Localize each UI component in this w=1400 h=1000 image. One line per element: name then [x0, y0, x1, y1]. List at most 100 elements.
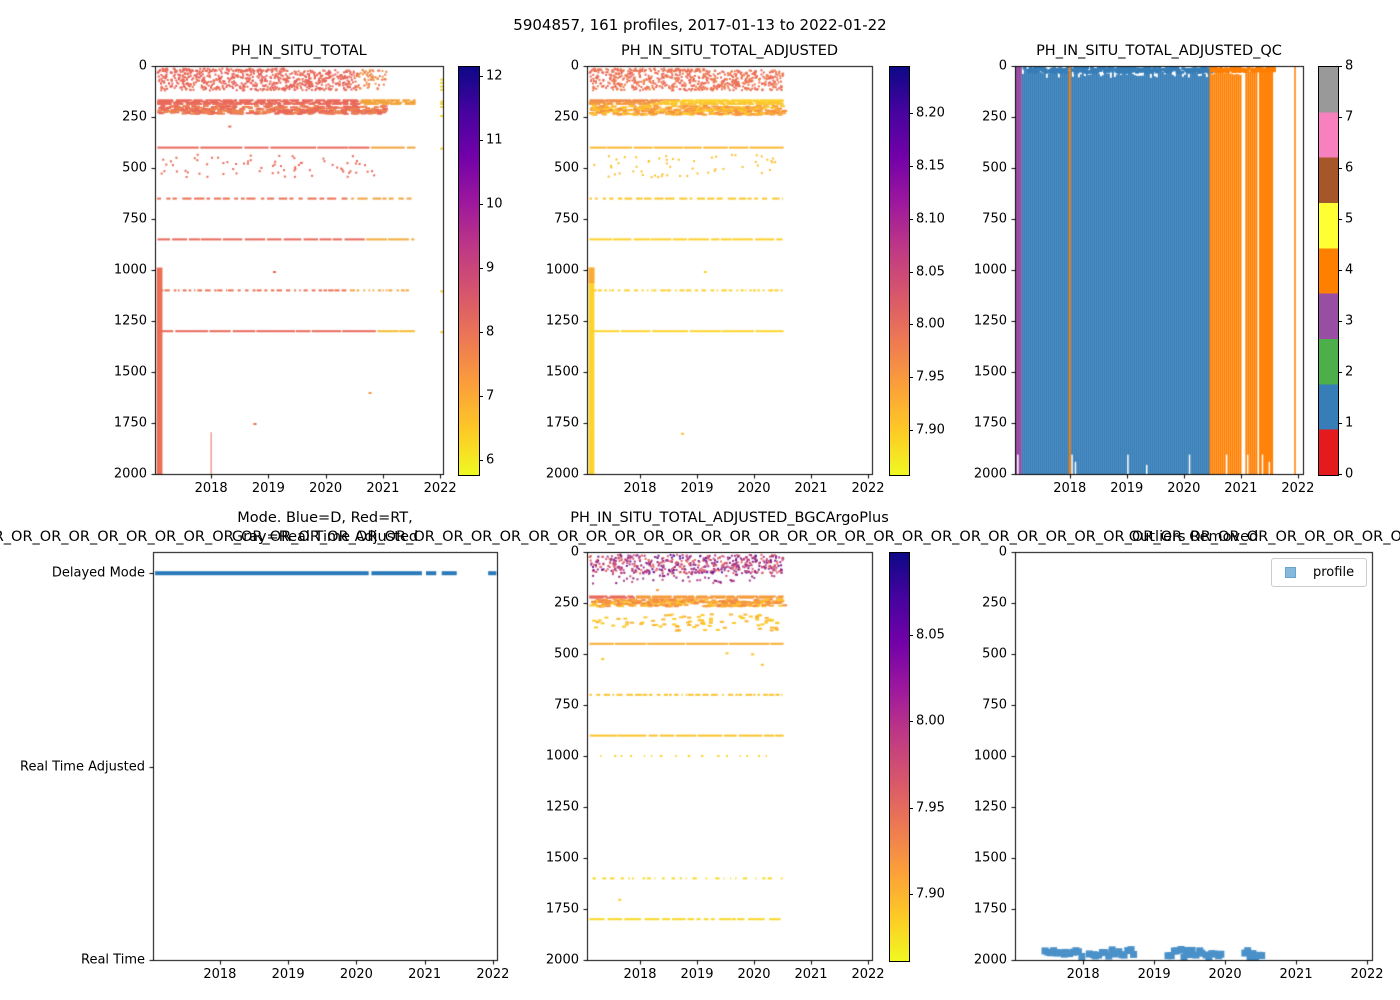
panel-title: PH_IN_SITU_TOTAL_ADJUSTED_QC	[1036, 43, 1282, 59]
legend-label: profile	[1313, 565, 1355, 580]
ph-in-situ-total-adjusted-plot	[571, 50, 888, 490]
x-tick-label: 2018	[623, 481, 657, 496]
x-tick-label: 2018	[1066, 967, 1100, 982]
y-tick-label: 2000	[545, 466, 579, 482]
y-tick-label: 1500	[973, 850, 1007, 866]
figure-title: 5904857, 161 profiles, 2017-01-13 to 202…	[513, 16, 887, 34]
colorbar-tick	[1338, 372, 1342, 373]
x-tick-label: 2022	[423, 481, 457, 496]
colorbar-tick-label: 7.90	[916, 886, 945, 902]
colorbar-tick-label: 10	[486, 196, 503, 212]
colorbar-bgcargoplus	[889, 552, 910, 962]
colorbar-tick	[479, 459, 483, 461]
y-tick-label: 1750	[545, 415, 579, 431]
colorbar-tick	[1338, 168, 1342, 169]
x-tick-label: 2018	[194, 481, 228, 496]
x-tick-label: 2021	[794, 481, 828, 496]
y-tick-label: 1750	[973, 901, 1007, 917]
colorbar-tick-label: 7.90	[916, 422, 945, 438]
x-tick-label: 2021	[794, 967, 828, 982]
colorbar-tick-label: 8.05	[916, 264, 945, 280]
x-tick-label: 2022	[1281, 481, 1315, 496]
y-tick-label: 1750	[113, 415, 147, 431]
colorbar-tick	[479, 204, 483, 206]
y-tick-label: 0	[138, 58, 147, 74]
y-tick-label: 250	[982, 109, 1007, 125]
y-tick-label: 1750	[545, 901, 579, 917]
x-tick-label: 2022	[851, 481, 885, 496]
colorbar-tick	[1338, 270, 1342, 271]
x-tick-label: 2020	[737, 481, 771, 496]
y-tick-label: 1000	[545, 748, 579, 764]
y-tick-label: 2000	[973, 952, 1007, 968]
y-tick-label: 250	[982, 595, 1007, 611]
x-tick-label: 2019	[680, 481, 714, 496]
y-tick-label: 0	[570, 544, 579, 560]
y-tick-label: 250	[554, 595, 579, 611]
colorbar-tick	[909, 807, 913, 809]
colorbar-tick	[479, 332, 483, 334]
y-tick-label: Delayed Mode	[51, 565, 145, 581]
colorbar-tick	[1338, 66, 1342, 67]
x-tick-label: 2020	[737, 967, 771, 982]
colorbar-tick	[909, 634, 913, 636]
x-tick-label: 2018	[203, 967, 237, 982]
y-tick-label: 2000	[545, 952, 579, 968]
colorbar-tick-label: 8.10	[916, 211, 945, 227]
y-tick-label: 500	[122, 160, 147, 176]
y-tick-label: 500	[554, 160, 579, 176]
colorbar-ph-adjusted	[889, 66, 910, 476]
y-tick-label: 1500	[545, 850, 579, 866]
colorbar-qc	[1318, 66, 1339, 476]
legend: profile	[1271, 558, 1367, 587]
colorbar-tick-label: 8	[486, 324, 495, 340]
colorbar-tick	[1338, 219, 1342, 220]
x-tick-label: 2020	[309, 481, 343, 496]
y-tick-label: 500	[554, 646, 579, 662]
colorbar-tick	[1338, 321, 1342, 322]
y-tick-label: 1000	[973, 262, 1007, 278]
y-tick-label: 1750	[973, 415, 1007, 431]
x-tick-label: 2020	[1167, 481, 1201, 496]
y-tick-label: 500	[982, 160, 1007, 176]
panel-title: OR_OR_OR_OR_OR_OR_OR_OR_OR_OR_OR_OR_OR_O…	[0, 529, 1400, 545]
colorbar-tick-label: 7.95	[916, 800, 945, 816]
colorbar-tick-label: 8.20	[916, 105, 945, 121]
x-tick-label: 2021	[408, 967, 442, 982]
y-tick-label: 1250	[973, 313, 1007, 329]
y-tick-label: 0	[570, 58, 579, 74]
profile-marker-icon	[1285, 567, 1296, 578]
y-tick-label: 250	[554, 109, 579, 125]
y-tick-label: 500	[982, 646, 1007, 662]
y-tick-label: 1250	[113, 313, 147, 329]
x-tick-label: 2020	[1208, 967, 1242, 982]
panel-title: PH_IN_SITU_TOTAL_ADJUSTED	[620, 43, 839, 59]
colorbar-tick	[479, 140, 483, 142]
colorbar-ph-in-situ-total	[458, 66, 480, 476]
panel-title: Outliers Removed	[1128, 529, 1259, 545]
y-tick-label: 1000	[113, 262, 147, 278]
colorbar-tick	[909, 377, 913, 378]
outliers-removed-plot	[999, 536, 1388, 976]
y-tick-label: 1250	[545, 799, 579, 815]
colorbar-tick	[909, 894, 913, 896]
y-tick-label: 750	[122, 211, 147, 227]
y-tick-label: Real Time Adjusted	[20, 759, 145, 775]
colorbar-tick-label: 6	[486, 452, 495, 468]
colorbar-tick	[909, 721, 913, 723]
colorbar-tick-label: 0	[1345, 466, 1354, 482]
ph-in-situ-total-plot	[139, 50, 459, 490]
colorbar-tick-label: 4	[1345, 262, 1354, 278]
colorbar-tick-label: 7.95	[916, 369, 945, 385]
colorbar-tick-label: 11	[486, 132, 503, 148]
y-tick-label: 750	[554, 211, 579, 227]
colorbar-tick-label: 7	[486, 388, 495, 404]
x-tick-label: 2022	[1350, 967, 1384, 982]
colorbar-tick-label: 1	[1345, 415, 1354, 431]
panel-title: Gray=Real Time Adjusted	[231, 529, 419, 545]
x-tick-label: 2019	[1110, 481, 1144, 496]
x-tick-label: 2019	[251, 481, 285, 496]
x-tick-label: 2022	[476, 967, 510, 982]
ph-in-situ-total-adjusted-qc-plot	[999, 50, 1319, 490]
